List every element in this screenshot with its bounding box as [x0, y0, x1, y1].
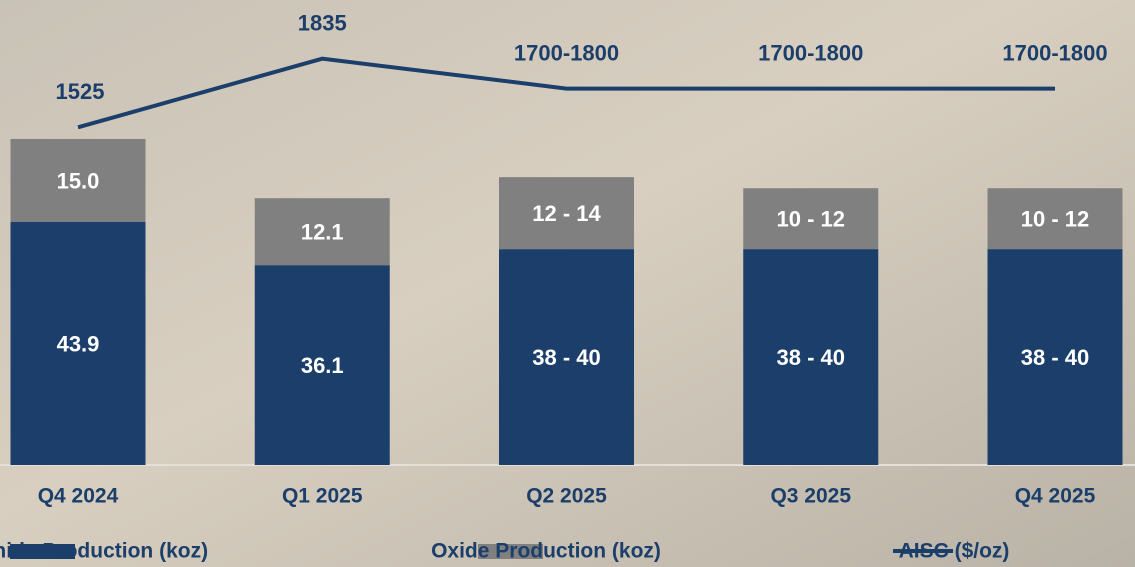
line-label: 1700-1800	[1002, 40, 1107, 65]
x-tick-label: Q4 2025	[1015, 485, 1096, 508]
legend-label: Sulphide Production (koz)	[0, 540, 208, 563]
x-tick-label: Q4 2024	[38, 485, 119, 508]
line-label: 1525	[56, 79, 105, 104]
x-tick-label: Q1 2025	[282, 485, 363, 508]
legend-label: AISC ($/oz)	[899, 540, 1010, 563]
chart: 43.9 36.1 38 - 40 38 - 40 38 - 40 15.0 12.1 12 …	[0, 0, 1135, 567]
data-label: 38 - 40	[532, 345, 601, 370]
data-label: 10 - 12	[777, 206, 846, 231]
x-tick-label: Q3 2025	[770, 485, 851, 508]
x-tick-label: Q2 2025	[526, 485, 607, 508]
page: 43.9 36.1 38 - 40 38 - 40 38 - 40 15.0 12.1 12 …	[0, 0, 1135, 567]
legend-label: Oxide Production (koz)	[431, 540, 661, 563]
data-label: 38 - 40	[1021, 345, 1090, 370]
data-label: 12.1	[301, 219, 344, 244]
data-label: 15.0	[57, 168, 100, 193]
data-label: 43.9	[57, 331, 100, 356]
data-label: 38 - 40	[777, 345, 846, 370]
data-label: 10 - 12	[1021, 206, 1090, 231]
data-label: 36.1	[301, 353, 344, 378]
line-label: 1700-1800	[514, 40, 619, 65]
line-label: 1700-1800	[758, 40, 863, 65]
line-label: 1835	[298, 10, 347, 35]
data-label: 12 - 14	[532, 201, 601, 226]
